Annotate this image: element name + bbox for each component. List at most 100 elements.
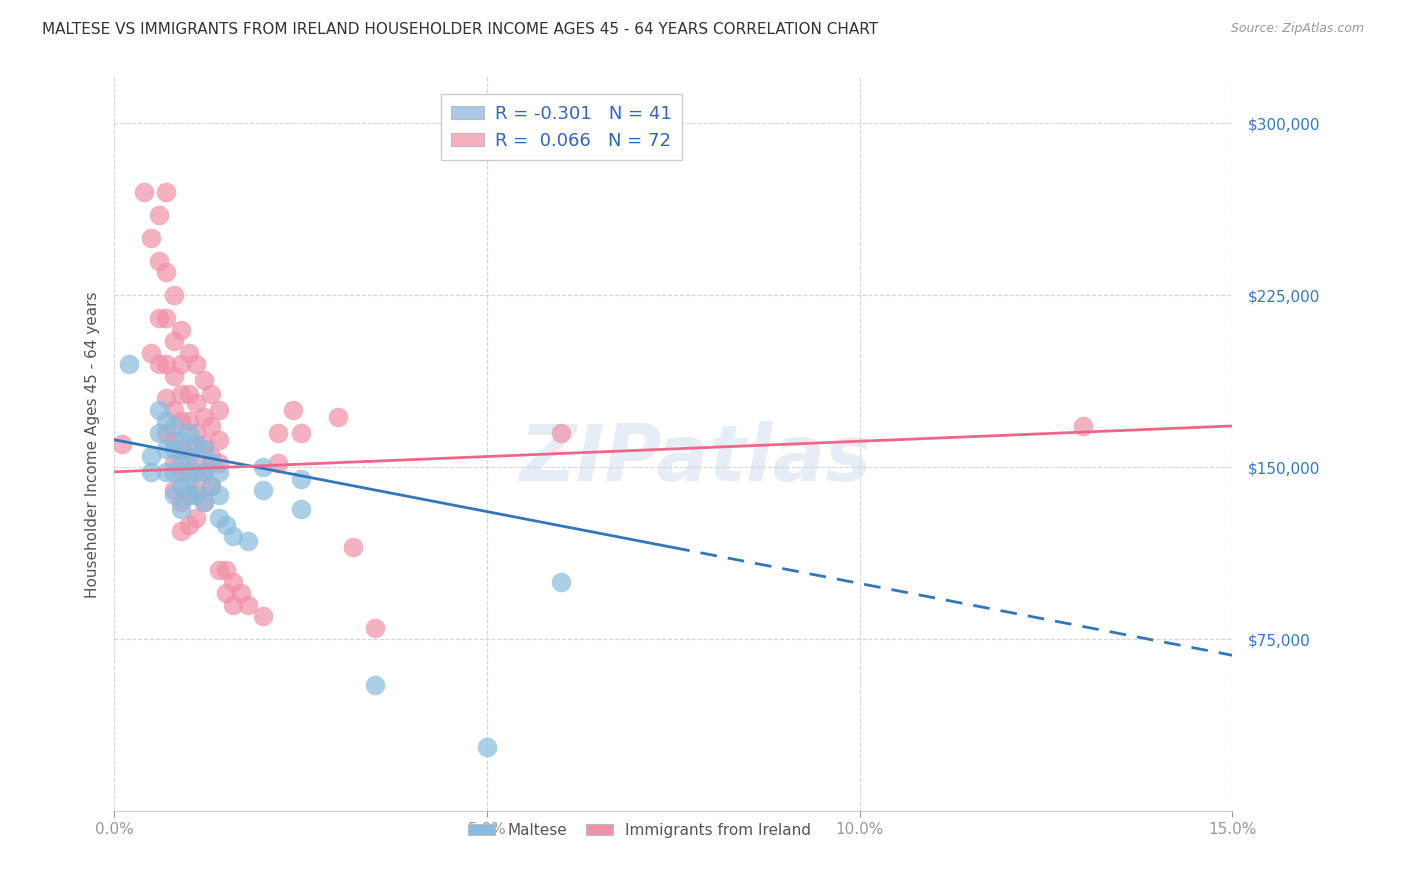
Point [222,598,245,612]
Point [177,488,200,502]
Point [177,449,200,463]
Point [170,387,193,401]
Point [170,414,193,428]
Point [141,465,163,479]
Point [118,357,141,371]
Point [155,311,177,326]
Point [141,449,163,463]
Point [290,472,312,486]
Point [207,456,229,470]
Point [170,524,193,539]
Point [200,387,222,401]
Point [326,409,349,424]
Point [207,510,229,524]
Point [186,396,208,410]
Point [200,419,222,434]
Point [163,442,186,456]
Point [222,529,245,543]
Point [155,425,177,440]
Point [342,541,364,555]
Point [177,345,200,359]
Text: ZIPatlas: ZIPatlas [519,421,872,497]
Point [141,231,163,245]
Point [186,456,208,470]
Point [148,311,170,326]
Point [177,472,200,486]
Point [155,465,177,479]
Point [148,208,170,222]
Point [186,425,208,440]
Point [155,357,177,371]
Point [170,433,193,447]
Point [132,185,155,199]
Point [186,488,208,502]
Point [163,433,186,447]
Point [281,403,304,417]
Point [215,586,238,600]
Point [193,437,215,451]
Point [186,510,208,524]
Point [170,442,193,456]
Point [364,621,387,635]
Point [290,501,312,516]
Point [177,442,200,456]
Point [170,465,193,479]
Point [1071,419,1094,434]
Point [163,419,186,434]
Point [238,598,260,612]
Point [170,357,193,371]
Point [186,483,208,498]
Point [170,456,193,470]
Point [170,494,193,508]
Point [186,437,208,451]
Point [186,465,208,479]
Point [550,574,572,589]
Point [193,373,215,387]
Point [222,574,245,589]
Point [207,488,229,502]
Point [155,442,177,456]
Text: MALTESE VS IMMIGRANTS FROM IRELAND HOUSEHOLDER INCOME AGES 45 - 64 YEARS CORRELA: MALTESE VS IMMIGRANTS FROM IRELAND HOUSE… [42,22,879,37]
Point [475,739,498,754]
Point [141,345,163,359]
Point [170,501,193,516]
Point [207,563,229,577]
Point [364,678,387,692]
Point [267,456,290,470]
Point [170,323,193,337]
Point [252,483,274,498]
Point [177,414,200,428]
Point [148,253,170,268]
Point [155,185,177,199]
Point [177,465,200,479]
Legend: Maltese, Immigrants from Ireland: Maltese, Immigrants from Ireland [461,817,817,844]
Point [186,357,208,371]
Point [200,478,222,492]
Point [163,488,186,502]
Point [111,437,134,451]
Point [148,403,170,417]
Point [148,425,170,440]
Point [155,392,177,406]
Point [193,409,215,424]
Point [238,533,260,548]
Point [193,465,215,479]
Point [163,465,186,479]
Point [215,517,238,532]
Point [193,442,215,456]
Text: Source: ZipAtlas.com: Source: ZipAtlas.com [1230,22,1364,36]
Point [193,494,215,508]
Point [207,465,229,479]
Point [550,425,572,440]
Point [193,494,215,508]
Y-axis label: Householder Income Ages 45 - 64 years: Householder Income Ages 45 - 64 years [86,291,100,598]
Point [177,387,200,401]
Point [163,334,186,348]
Point [163,403,186,417]
Point [207,433,229,447]
Point [200,478,222,492]
Point [200,449,222,463]
Point [163,368,186,383]
Point [252,609,274,624]
Point [148,357,170,371]
